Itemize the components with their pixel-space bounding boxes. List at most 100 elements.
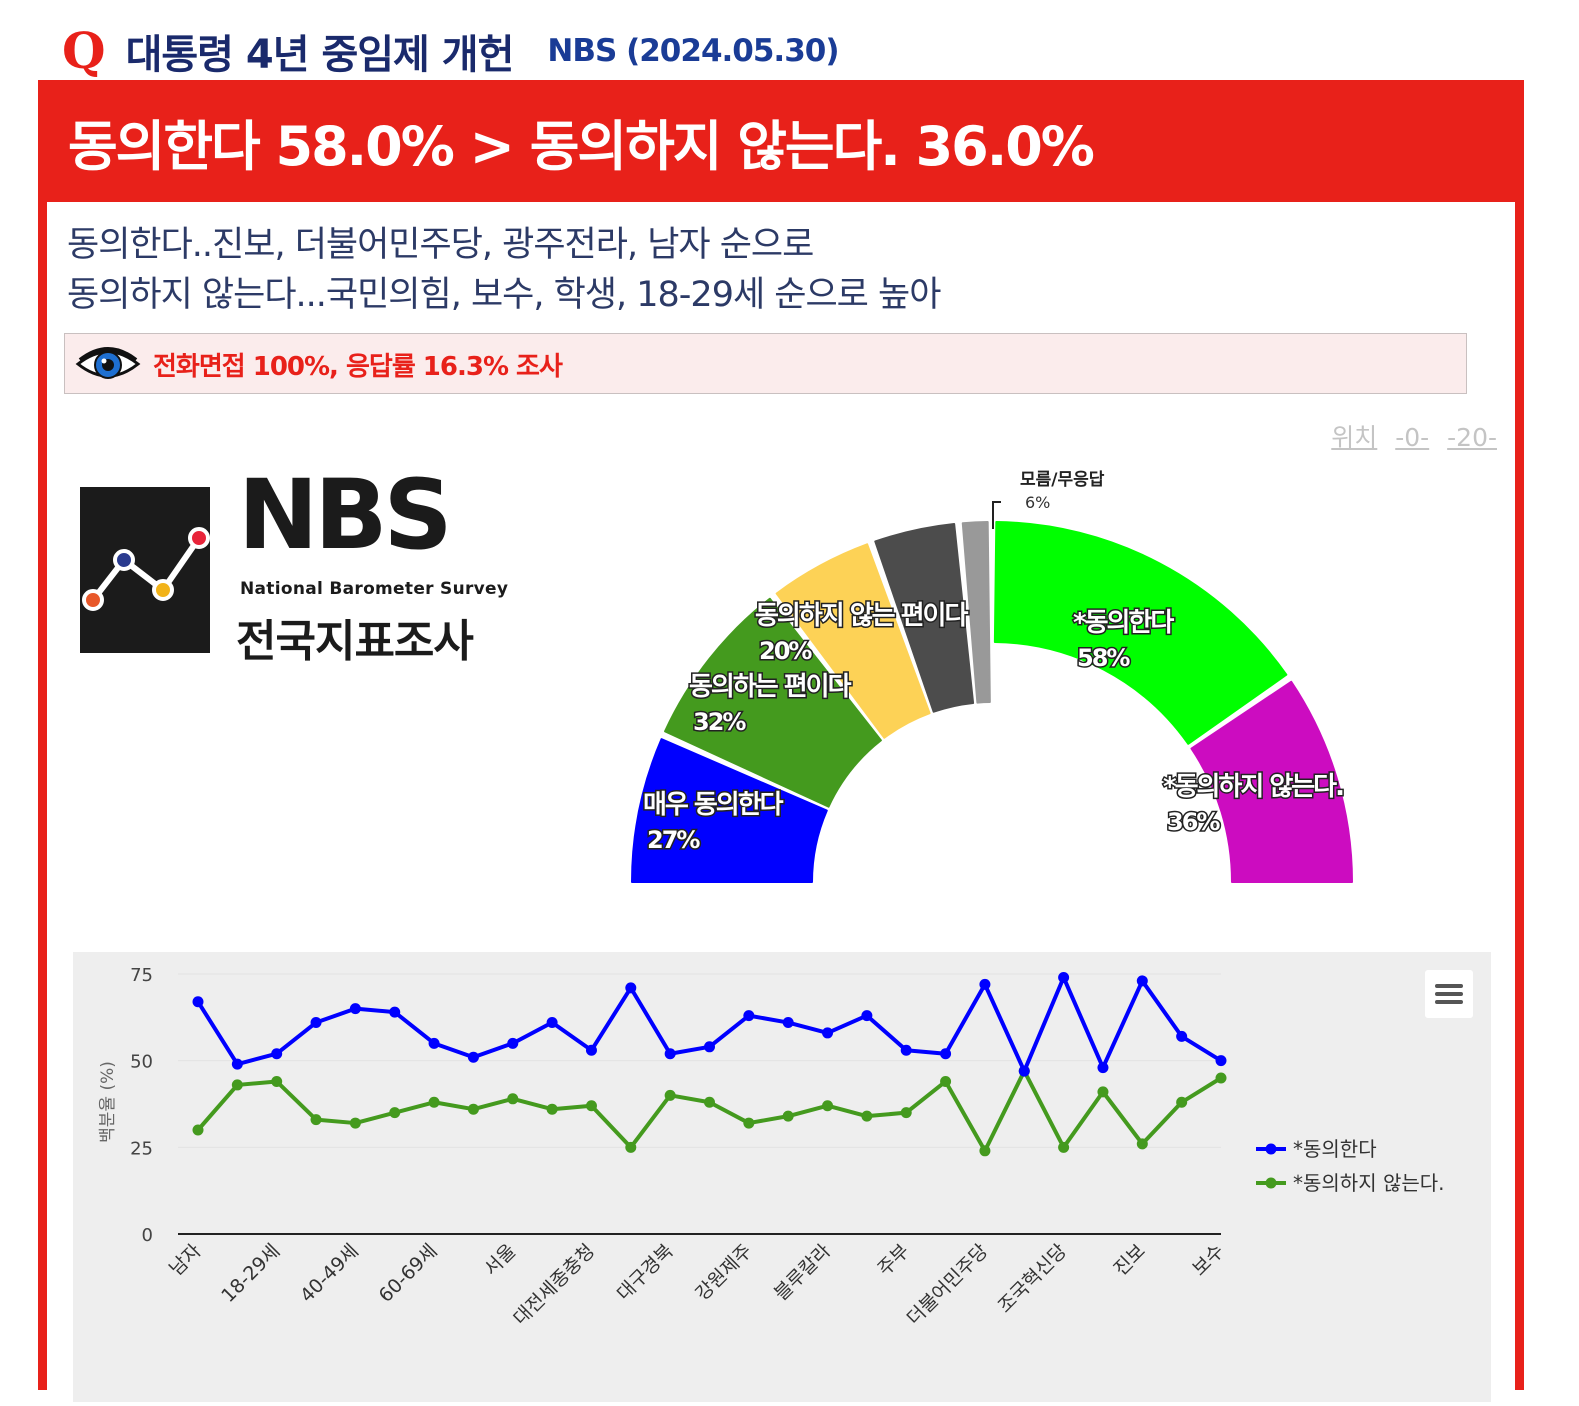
data-point[interactable] <box>389 1107 401 1119</box>
x-tick-label: 강원제주 <box>691 1240 756 1305</box>
data-point[interactable] <box>585 1044 597 1056</box>
slice-dk-value: 6% <box>1025 493 1050 512</box>
source-label: NBS (2024.05.30) <box>547 33 839 69</box>
data-point[interactable] <box>467 1103 479 1115</box>
method-text: 전화면접 100%, 응답률 16.3% 조사 <box>153 352 563 382</box>
data-point[interactable] <box>861 1110 873 1122</box>
data-point[interactable] <box>940 1075 952 1087</box>
data-point[interactable] <box>310 1114 322 1126</box>
series-line-0 <box>196 975 1223 1074</box>
data-point[interactable] <box>1058 971 1070 983</box>
data-point[interactable] <box>1176 1096 1188 1108</box>
data-point[interactable] <box>1136 1138 1148 1150</box>
data-point[interactable] <box>664 1048 676 1060</box>
x-tick-label: 60-69세 <box>375 1240 442 1307</box>
pie-slice-inner3[interactable] <box>874 522 975 713</box>
page-title: 대통령 4년 중임제 개헌 <box>125 32 515 78</box>
data-point[interactable] <box>428 1096 440 1108</box>
data-point[interactable] <box>507 1093 519 1105</box>
nbs-logo: NBS National Barometer Survey 전국지표조사 <box>80 467 508 667</box>
pie-slice-inner4[interactable] <box>961 521 991 704</box>
y-tick-25: 25 <box>130 1138 153 1159</box>
data-point[interactable] <box>861 1010 873 1022</box>
data-point[interactable] <box>822 1100 834 1112</box>
summary-line-2: 동의하지 않는다...국민의힘, 보수, 학생, 18-29세 순으로 높아 <box>67 275 941 315</box>
data-point[interactable] <box>585 1100 597 1112</box>
pie-slice-inner1[interactable] <box>664 597 882 808</box>
data-point[interactable] <box>349 1003 361 1015</box>
x-tick-label: 남자 <box>165 1240 205 1280</box>
dk-leader-line <box>992 501 1001 529</box>
data-point[interactable] <box>782 1017 794 1029</box>
data-point[interactable] <box>979 1145 991 1157</box>
data-point[interactable] <box>1097 1062 1109 1074</box>
data-point[interactable] <box>900 1107 912 1119</box>
slice-disagree-value: 36% <box>1167 808 1220 836</box>
position-label[interactable]: 위치 <box>1331 423 1378 452</box>
data-point[interactable] <box>1215 1072 1227 1084</box>
position-link-0[interactable]: -0- <box>1395 423 1430 452</box>
data-point[interactable] <box>349 1117 361 1129</box>
data-point[interactable] <box>940 1048 952 1060</box>
x-tick-label: 블루칼라 <box>770 1240 835 1305</box>
data-point[interactable] <box>1058 1141 1070 1153</box>
x-tick-label: 대전세종충청 <box>509 1240 599 1330</box>
legend-item-1[interactable]: *동의하지 않는다. <box>1256 1171 1445 1195</box>
line-chart-svg: 0 25 50 75 백분율 (%) 남자 18-29세 40-49세 60-69세 서울대전세종… <box>98 965 1445 1330</box>
y-tick-75: 75 <box>130 965 153 986</box>
data-point[interactable] <box>1215 1055 1227 1067</box>
pie-slice-inner0[interactable] <box>631 738 828 883</box>
data-point[interactable] <box>704 1096 715 1108</box>
pie-slice-inner2[interactable] <box>775 543 931 739</box>
data-point[interactable] <box>664 1089 676 1101</box>
logo-mark <box>80 487 210 653</box>
data-point[interactable] <box>1018 1065 1030 1077</box>
data-point[interactable] <box>192 996 204 1008</box>
slice-somewhat-agree-label: 동의하는 편이다 <box>689 672 852 702</box>
data-point[interactable] <box>192 1124 204 1136</box>
x-tick-label: 대구경북 <box>613 1240 678 1305</box>
hamburger-menu-icon[interactable] <box>1425 970 1473 1018</box>
slice-dk-label: 모름/무응답 <box>1020 470 1105 490</box>
logo-korean: 전국지표조사 <box>236 616 474 667</box>
content-panel: 동의한다..진보, 더불어민주당, 광주전라, 남자 순으로 동의하지 않는다.… <box>47 202 1515 1402</box>
method-box: 전화면접 100%, 응답률 16.3% 조사 <box>64 333 1467 394</box>
data-point[interactable] <box>1136 975 1148 987</box>
y-tick-50: 50 <box>130 1052 153 1073</box>
data-point[interactable] <box>782 1110 794 1122</box>
data-point[interactable] <box>546 1103 558 1115</box>
data-point[interactable] <box>1176 1030 1188 1042</box>
data-point[interactable] <box>743 1010 755 1022</box>
data-point[interactable] <box>389 1006 401 1018</box>
data-point[interactable] <box>822 1027 834 1039</box>
data-point[interactable] <box>271 1075 283 1087</box>
data-point[interactable] <box>900 1044 912 1056</box>
semi-donut-svg: 매우 동의한다 27% 동의하는 편이다 32% 동의하지 않는 편이다 20% *동의한다… <box>631 470 1353 883</box>
data-point[interactable] <box>743 1117 755 1129</box>
data-point[interactable] <box>231 1058 243 1070</box>
data-point[interactable] <box>625 982 637 994</box>
data-point[interactable] <box>271 1048 283 1060</box>
logo-wordmark: NBS <box>238 459 453 571</box>
data-point[interactable] <box>428 1037 440 1049</box>
x-tick-label: 18-29세 <box>217 1240 284 1307</box>
content-frame: 동의한다 58.0% > 동의하지 않는다. 36.0% 동의한다..진보, 더… <box>38 80 1524 1402</box>
data-point[interactable] <box>546 1017 558 1029</box>
position-link-20[interactable]: -20- <box>1447 423 1497 452</box>
legend-item-0[interactable]: *동의한다 <box>1256 1137 1377 1161</box>
data-point[interactable] <box>625 1141 637 1153</box>
y-axis-label: 백분율 (%) <box>98 1061 118 1143</box>
data-point[interactable] <box>704 1041 715 1053</box>
pie-slice-outer1[interactable] <box>1190 680 1353 883</box>
data-point[interactable] <box>507 1037 519 1049</box>
slice-agree-label: *동의한다 <box>1073 608 1174 638</box>
data-point[interactable] <box>1097 1086 1109 1098</box>
x-tick-label: 보수 <box>1188 1240 1228 1280</box>
data-point[interactable] <box>467 1051 479 1063</box>
data-point[interactable] <box>231 1079 243 1091</box>
data-point[interactable] <box>310 1017 322 1029</box>
x-tick-label: 주부 <box>873 1240 913 1280</box>
pie-slice-outer0[interactable] <box>993 521 1288 745</box>
logo-subtitle: National Barometer Survey <box>240 579 509 599</box>
data-point[interactable] <box>979 978 991 990</box>
